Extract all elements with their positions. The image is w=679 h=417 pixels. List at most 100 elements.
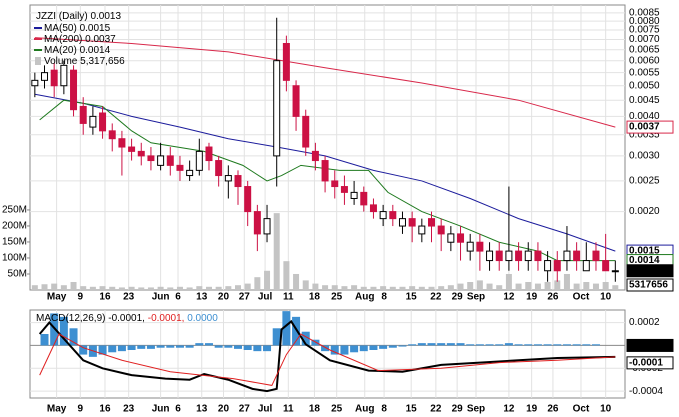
histogram-bar xyxy=(311,339,320,346)
y-tick-label: 0.0050 xyxy=(629,80,660,91)
x-tick-label: 6 xyxy=(175,404,181,415)
histogram-bar xyxy=(379,345,388,349)
volume-bar xyxy=(322,285,329,290)
legend-swatch xyxy=(35,57,41,65)
volume-bar xyxy=(273,213,280,290)
histogram-bar xyxy=(204,343,213,346)
y-tick-label: 0.0035 xyxy=(629,129,660,140)
volume-bar xyxy=(80,286,87,290)
candle-body xyxy=(573,250,581,262)
x-tick-label: 18 xyxy=(309,404,321,415)
x-tick-label: 9 xyxy=(78,292,84,303)
histogram-bar xyxy=(292,316,301,346)
candle-body xyxy=(428,218,436,227)
macd-line xyxy=(39,333,616,386)
candle-body xyxy=(215,160,223,177)
x-tick-label: 23 xyxy=(123,404,135,415)
legend-name: Volume xyxy=(44,56,78,67)
candle-body xyxy=(611,270,619,273)
macd-line xyxy=(38,319,616,393)
volume-bar xyxy=(467,281,474,290)
histogram-bar xyxy=(562,344,571,346)
volume-bar xyxy=(254,277,261,290)
candle-body xyxy=(70,69,78,111)
legend-entry: MA(50) 0.0015 xyxy=(44,23,111,34)
y-tick-label: 0.0065 xyxy=(629,44,660,55)
volume-bar xyxy=(302,280,309,290)
candle-body xyxy=(486,250,494,262)
histogram-bar xyxy=(504,343,513,346)
volume-bar xyxy=(409,286,416,290)
histogram-bar xyxy=(98,345,107,355)
x-tick-label: Jun xyxy=(152,404,170,415)
histogram-bar xyxy=(40,334,49,346)
legend-title: JZZI (Daily) 0.0013 xyxy=(36,11,121,22)
volume-bar xyxy=(573,283,580,290)
candle-body xyxy=(41,72,49,81)
volume-bar xyxy=(51,283,58,290)
candle-body xyxy=(176,164,184,171)
volume-bar xyxy=(109,286,116,290)
y-tick-label: 0.0070 xyxy=(629,34,660,45)
candle-body xyxy=(524,250,532,262)
y2-tick-label: 200M xyxy=(2,221,27,232)
histogram-bar xyxy=(408,344,417,346)
volume-bar xyxy=(370,286,377,290)
histogram-bar xyxy=(533,344,542,346)
candle-body xyxy=(273,60,281,157)
candle-body xyxy=(157,155,165,166)
y-tick-label: 0.0025 xyxy=(629,176,660,187)
x-tick-label: 8 xyxy=(381,292,387,303)
x-tick-label: 12 xyxy=(503,404,515,415)
histogram-bar xyxy=(359,345,368,352)
legend-name: MA(50) xyxy=(44,23,77,34)
volume-bar xyxy=(215,286,222,290)
y2-tick-label: 50M xyxy=(8,269,27,280)
histogram-bar xyxy=(175,345,184,348)
volume-bar xyxy=(592,283,599,290)
candle-body xyxy=(340,186,348,193)
candle-body xyxy=(50,69,58,87)
legend-value: 0.0037 xyxy=(85,34,116,45)
histogram-bar xyxy=(166,345,175,348)
candle-body xyxy=(128,146,136,152)
last-value-box xyxy=(626,338,674,352)
histogram-bar xyxy=(388,345,397,348)
y2-tick-label: 150M xyxy=(2,237,27,248)
histogram-bar xyxy=(524,344,533,346)
histogram-bar xyxy=(514,344,523,346)
histogram-bar xyxy=(446,343,455,346)
y-tick-label: 0.0055 xyxy=(629,67,660,78)
legend-name: MA(200) xyxy=(44,34,82,45)
y2-tick-label: 250M xyxy=(2,205,27,216)
histogram-bar xyxy=(485,344,494,346)
x-tick-label: 26 xyxy=(547,404,559,415)
volume-bar xyxy=(457,283,464,290)
candle-body xyxy=(137,150,145,157)
volume-bar xyxy=(31,285,38,290)
x-tick-label: May xyxy=(47,292,67,303)
candle-body xyxy=(457,233,465,243)
x-tick-label: 25 xyxy=(331,404,343,415)
last-price: 0.0013 xyxy=(90,11,121,22)
last-price-box-box xyxy=(626,264,674,278)
legend-title: MACD(12,26,9) -0.0001, -0.0001, 0.0000 xyxy=(36,313,218,324)
volume-bar xyxy=(583,281,590,290)
volume-bar xyxy=(351,285,358,290)
candle-body xyxy=(350,191,358,199)
volume-bar xyxy=(563,273,570,290)
x-tick-label: 6 xyxy=(175,292,181,303)
candle-body xyxy=(553,260,561,272)
y-tick-label: 0.0075 xyxy=(629,25,660,36)
last-value: 0.0037 xyxy=(629,122,660,133)
histogram-bar xyxy=(330,345,339,355)
histogram-bar xyxy=(427,343,436,346)
last-value-box xyxy=(626,120,674,134)
x-tick-label: 20 xyxy=(218,404,230,415)
x-tick-label: 27 xyxy=(239,404,251,415)
x-tick-label: Oct xyxy=(573,404,590,415)
candle-body xyxy=(515,250,523,262)
x-tick-label: 22 xyxy=(430,404,442,415)
volume-bar xyxy=(399,286,406,290)
histogram-bar xyxy=(214,345,223,348)
